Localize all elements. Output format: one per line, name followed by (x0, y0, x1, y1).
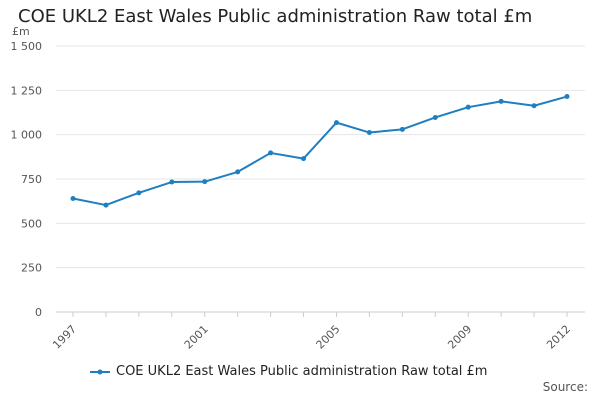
data-point[interactable] (531, 103, 537, 109)
data-point[interactable] (498, 98, 504, 104)
x-tick-label: 2009 (445, 323, 474, 352)
data-point[interactable] (136, 190, 142, 196)
axes: 0 250 500 750 1 000 1 250 1 500 1997 2001 2005 200… (11, 40, 574, 352)
series-layer (70, 94, 570, 208)
y-tick-label: 1 500 (11, 40, 43, 53)
legend-swatch-icon (90, 369, 110, 374)
data-point[interactable] (202, 179, 208, 185)
y-tick-label: 250 (21, 262, 42, 275)
x-tick-label: 2012 (544, 323, 573, 352)
data-point[interactable] (564, 94, 570, 100)
y-tick-label: 500 (21, 217, 42, 230)
legend[interactable]: COE UKL2 East Wales Public administratio… (90, 364, 487, 379)
data-point[interactable] (301, 156, 307, 162)
gridlines (56, 45, 585, 313)
x-tick-label: 2001 (182, 323, 211, 352)
y-tick-label: 0 (35, 306, 42, 319)
data-point[interactable] (235, 169, 241, 175)
series-line (72, 95, 568, 207)
y-tick-label: 1 250 (11, 84, 43, 97)
y-tick-label: 1 000 (11, 129, 43, 142)
x-tick-label: 2005 (314, 323, 343, 352)
y-axis-unit-label: £m (12, 25, 30, 38)
source-label: Source: (542, 380, 588, 394)
data-point[interactable] (399, 126, 405, 132)
data-point[interactable] (268, 150, 274, 156)
data-point[interactable] (103, 202, 109, 208)
data-point[interactable] (366, 130, 372, 136)
x-tick-label: 1997 (50, 323, 79, 352)
data-point[interactable] (169, 179, 175, 185)
data-point[interactable] (333, 120, 339, 126)
legend-label: COE UKL2 East Wales Public administratio… (116, 364, 488, 379)
chart-title: COE UKL2 East Wales Public administratio… (18, 6, 533, 27)
data-point[interactable] (465, 104, 471, 110)
data-point[interactable] (70, 196, 76, 202)
data-point[interactable] (432, 114, 438, 120)
y-tick-label: 750 (21, 173, 42, 186)
